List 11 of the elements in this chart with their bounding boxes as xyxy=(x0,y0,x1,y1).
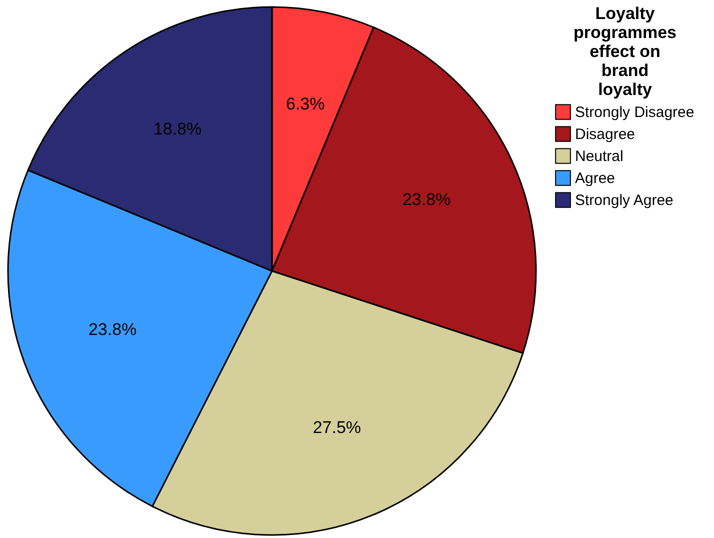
data-label: 23.8% xyxy=(402,190,451,210)
legend-label: Strongly Disagree xyxy=(575,104,694,121)
legend-label: Neutral xyxy=(575,148,624,165)
data-label: 23.8% xyxy=(88,320,137,339)
data-label: 6.3% xyxy=(286,94,325,114)
data-label: 27.5% xyxy=(312,418,362,438)
legend-label: Agree xyxy=(575,170,616,187)
legend-title: Loyalty programmes effect on brand loyalty xyxy=(574,4,676,99)
legend-label: Strongly Agree xyxy=(575,192,674,209)
legend-label: Disagree xyxy=(575,126,636,143)
data-label: 18.8% xyxy=(153,120,202,139)
